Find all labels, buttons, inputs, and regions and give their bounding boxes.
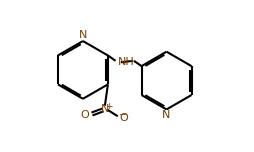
Text: −: − bbox=[119, 110, 127, 120]
Text: +: + bbox=[105, 102, 113, 111]
Text: O: O bbox=[80, 110, 89, 120]
Text: O: O bbox=[119, 113, 128, 123]
Text: N: N bbox=[79, 30, 87, 40]
Text: N: N bbox=[101, 104, 109, 114]
Text: NH: NH bbox=[118, 57, 135, 67]
Text: N: N bbox=[162, 110, 171, 120]
